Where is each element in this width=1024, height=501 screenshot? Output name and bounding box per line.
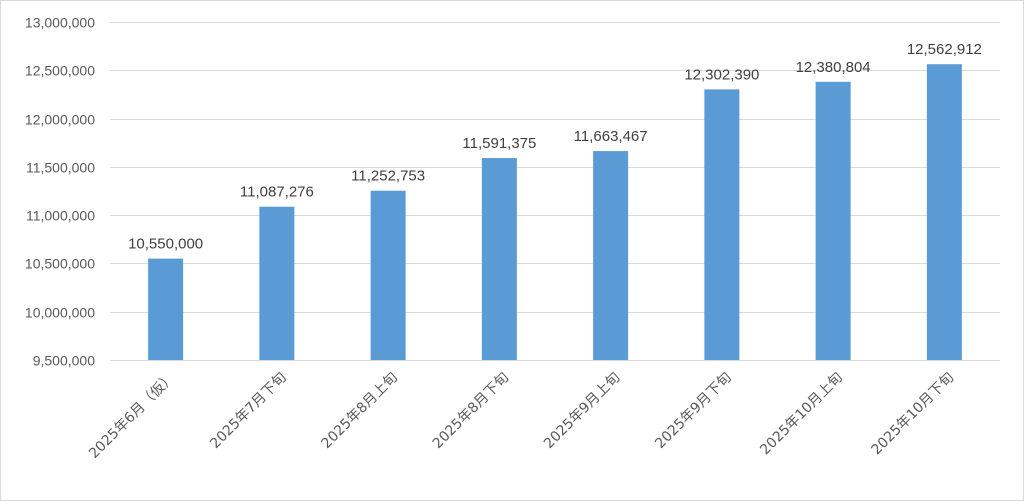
- y-axis-tick-labels: 9,500,000 10,000,000 10,500,000 11,000,000 1…: [25, 15, 95, 369]
- data-label: 11,663,467: [574, 128, 648, 145]
- data-label: 11,087,276: [240, 184, 314, 201]
- y-tick-label: 12,000,000: [25, 112, 95, 128]
- bar: [926, 64, 962, 361]
- bar: [481, 158, 517, 360]
- y-tick-label: 10,000,000: [25, 305, 95, 321]
- gridlines: [110, 22, 1000, 361]
- data-label: 11,252,753: [351, 168, 425, 185]
- bar: [259, 206, 295, 360]
- y-tick-label: 12,500,000: [25, 63, 95, 79]
- y-tick-label: 9,500,000: [33, 353, 95, 369]
- x-category-label: 2025年10月下旬: [868, 370, 957, 459]
- bars: [148, 64, 962, 361]
- bar: [704, 89, 740, 360]
- y-tick-label: 11,000,000: [26, 208, 95, 224]
- data-label: 12,380,804: [796, 59, 871, 76]
- y-tick-label: 13,000,000: [25, 15, 95, 31]
- bar: [148, 258, 184, 360]
- x-category-label: 2025年9月下旬: [652, 370, 734, 452]
- x-category-label: 2025年7月下旬: [207, 370, 289, 452]
- data-label: 10,550,000: [128, 236, 203, 253]
- data-label: 12,302,390: [684, 66, 759, 83]
- x-category-label: 2025年8月上旬: [319, 370, 401, 452]
- x-category-label: 2025年6月（仮）: [86, 370, 178, 462]
- data-label: 12,562,912: [907, 41, 982, 58]
- bar: [593, 151, 629, 360]
- y-tick-label: 10,500,000: [25, 256, 95, 272]
- bar: [815, 81, 851, 361]
- x-category-label: 2025年10月上旬: [757, 370, 846, 459]
- x-axis-category-labels: 2025年6月（仮） 2025年7月下旬 2025年8月上旬 2025年8月下旬 202…: [86, 370, 957, 462]
- x-category-label: 2025年9月上旬: [541, 370, 623, 452]
- x-category-label: 2025年8月下旬: [430, 370, 512, 452]
- y-tick-label: 11,500,000: [26, 160, 95, 176]
- bar: [370, 190, 406, 360]
- data-labels: 10,550,000 11,087,276 11,252,753 11,591,375…: [128, 41, 982, 252]
- data-label: 11,591,375: [462, 135, 536, 152]
